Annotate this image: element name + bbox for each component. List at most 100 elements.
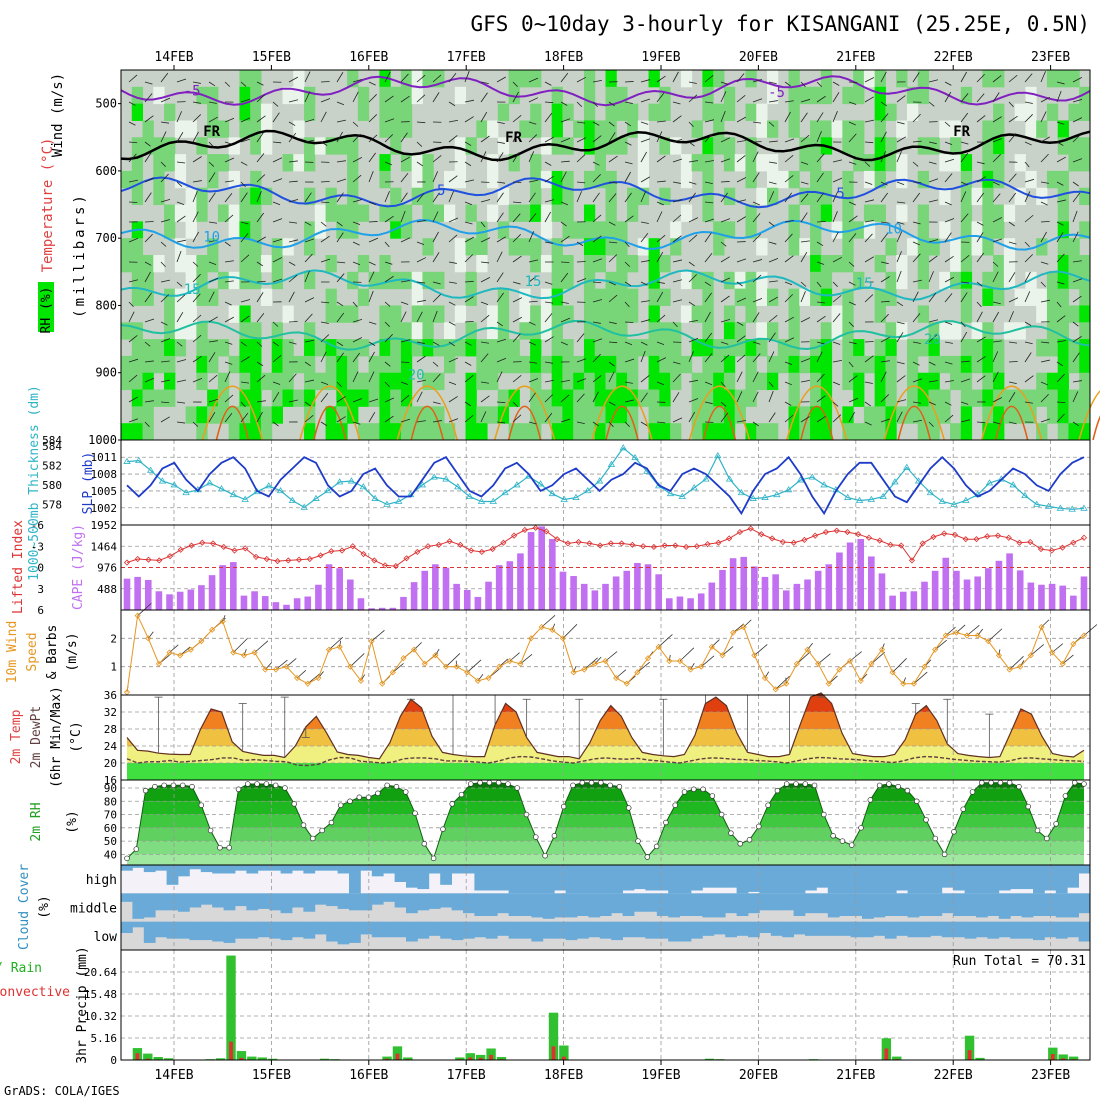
cape-bar xyxy=(804,579,811,610)
wind-barb xyxy=(222,615,226,622)
wind-barb xyxy=(1056,413,1065,423)
lifted-index-point xyxy=(285,557,292,564)
rh-cell xyxy=(1068,423,1080,441)
rh-point xyxy=(570,782,576,789)
cape-bar xyxy=(357,598,365,610)
cloud-middle-bar xyxy=(896,893,908,916)
cloud-low-bar xyxy=(725,921,737,938)
wind-barb xyxy=(576,333,585,343)
rh-cell xyxy=(842,322,854,340)
cloud-middle-bar xyxy=(314,893,327,905)
rh-cell xyxy=(357,372,370,391)
rh-cell xyxy=(874,204,886,222)
rh-cell xyxy=(627,187,639,206)
rh-cell xyxy=(723,355,736,374)
wind-barb xyxy=(560,171,567,183)
rh-cell xyxy=(1079,221,1091,239)
wind-barb xyxy=(752,391,759,403)
rh-cell xyxy=(1079,137,1091,155)
y-axis-label: 3hr Precip (mm) xyxy=(75,946,90,1063)
rh-cell xyxy=(1068,154,1080,172)
wind-barb xyxy=(784,255,794,263)
rh-cell xyxy=(767,170,779,189)
wind-barb xyxy=(288,76,298,83)
wind-barb xyxy=(768,412,776,423)
wind-barb xyxy=(992,301,1001,305)
rh-cell xyxy=(1068,339,1080,357)
rh-point xyxy=(505,781,511,787)
precip-convective-bar xyxy=(135,1053,140,1060)
rh-cell xyxy=(422,170,434,189)
rh-cell xyxy=(530,255,542,273)
wind-barb xyxy=(832,177,843,183)
rh-cell xyxy=(810,204,822,222)
wind-barb xyxy=(736,95,746,103)
wind-speed-point xyxy=(730,629,737,636)
rh-cell xyxy=(185,204,197,222)
rh-cell xyxy=(863,170,876,189)
cape-bar xyxy=(144,579,152,610)
precip-convective-bar xyxy=(468,1057,473,1060)
rh-cell xyxy=(530,103,542,121)
wind-barb xyxy=(176,201,185,206)
rh-cell xyxy=(540,170,553,189)
wind-barb xyxy=(1040,71,1046,83)
wind-barb xyxy=(176,341,183,347)
wind-barb xyxy=(1008,381,1017,384)
wind-barb xyxy=(720,381,726,388)
rh-point xyxy=(124,855,130,862)
rh-cell xyxy=(767,355,779,374)
rh-cell xyxy=(390,339,402,357)
cape-bar xyxy=(953,570,960,610)
wind-barb xyxy=(384,241,390,248)
lifted-index-point xyxy=(607,540,614,547)
rh-cell xyxy=(691,271,703,290)
precip-total-bar xyxy=(548,1012,559,1060)
rh-cell xyxy=(993,389,1005,407)
y-tick-label: 3 xyxy=(37,583,44,596)
wind-barb xyxy=(656,357,667,363)
wind-barb xyxy=(624,81,634,83)
wind-speed-point xyxy=(953,629,960,636)
rh-cell xyxy=(390,204,402,222)
rh-cell xyxy=(820,86,833,105)
rh-cell xyxy=(756,120,768,138)
rh-cell xyxy=(454,238,467,256)
wind-speed-point xyxy=(517,660,524,667)
wind-barb xyxy=(192,101,201,104)
wind-barb xyxy=(592,321,601,324)
isotherm-25 xyxy=(1078,390,1100,441)
rh-cell xyxy=(853,423,865,441)
wind-barb xyxy=(352,121,359,127)
rh-cell xyxy=(540,355,553,374)
wind-barb xyxy=(560,101,568,106)
y-tick-label: 580 xyxy=(42,479,62,492)
wind-barb xyxy=(976,93,985,103)
cape-bar xyxy=(963,579,971,610)
cloud-low-bar xyxy=(132,921,145,928)
wind-barb xyxy=(1040,359,1051,363)
rh-cell xyxy=(196,271,208,290)
rh-cell xyxy=(723,86,736,105)
wind-barb xyxy=(608,193,617,203)
rh-cell xyxy=(476,120,488,138)
lifted-index-point xyxy=(457,541,464,548)
wind-barb xyxy=(528,275,538,283)
rh-cell xyxy=(874,305,886,323)
wind-barb xyxy=(1072,210,1078,223)
rh-cell xyxy=(379,271,391,290)
rh-cell xyxy=(400,372,413,391)
wind-barb xyxy=(256,174,266,183)
cape-bar xyxy=(198,585,205,610)
rh-cell xyxy=(799,355,811,374)
panel-frame xyxy=(120,609,1091,696)
wind-barb xyxy=(576,393,585,403)
lifted-index-point xyxy=(586,540,593,547)
wind-barb xyxy=(1072,77,1083,83)
wind-barb xyxy=(656,201,664,206)
rh-cell xyxy=(863,423,876,441)
rh-cell xyxy=(831,221,843,239)
cloud-high-bar xyxy=(428,865,441,874)
wind-barb xyxy=(960,141,969,145)
wind-barb xyxy=(144,177,155,183)
